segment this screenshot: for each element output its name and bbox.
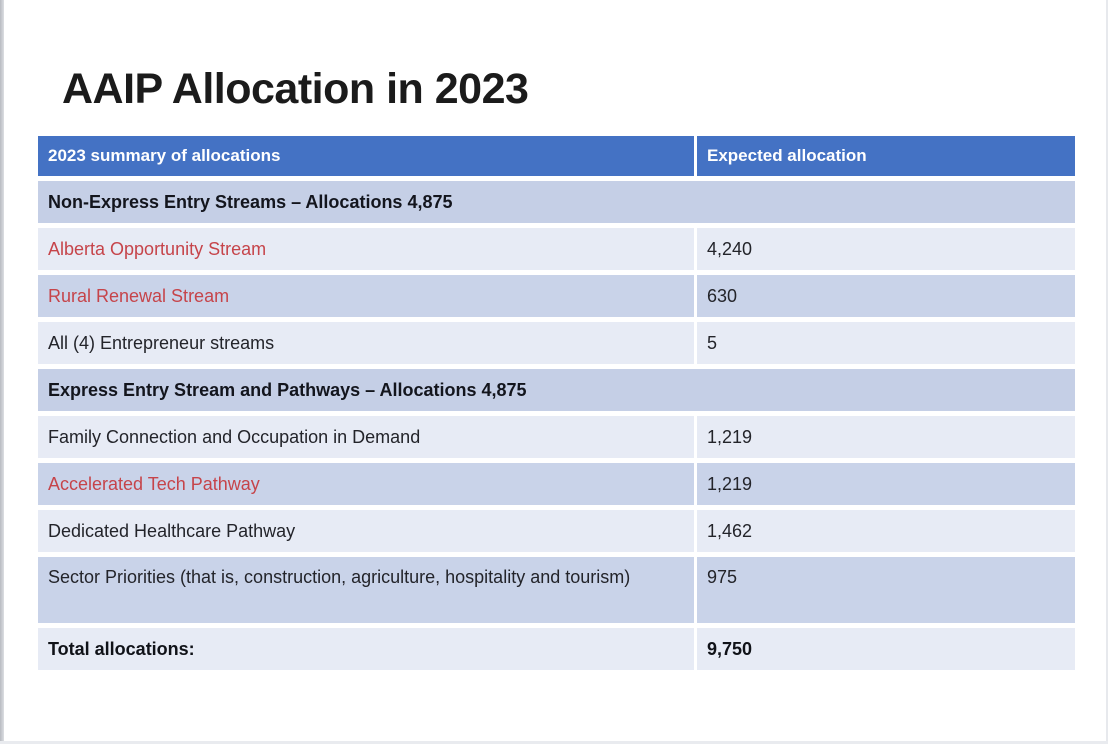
table-row-rural-renewal: Rural Renewal Stream 630 [38,275,1075,317]
section-label: Express Entry Stream and Pathways – Allo… [38,369,1075,411]
row-label: Family Connection and Occupation in Dema… [38,416,694,458]
table-row-alberta-opportunity: Alberta Opportunity Stream 4,240 [38,228,1075,270]
table-row-entrepreneur-streams: All (4) Entrepreneur streams 5 [38,322,1075,364]
slide-left-edge [0,0,4,744]
section-label: Non-Express Entry Streams – Allocations … [38,181,1075,223]
row-value: 1,219 [697,463,1075,505]
row-label: Accelerated Tech Pathway [38,463,694,505]
table-row-dedicated-healthcare: Dedicated Healthcare Pathway 1,462 [38,510,1075,552]
section-row-non-express: Non-Express Entry Streams – Allocations … [38,181,1075,223]
row-label: Rural Renewal Stream [38,275,694,317]
row-value: 5 [697,322,1075,364]
row-value: 630 [697,275,1075,317]
row-label: Total allocations: [38,628,694,670]
slide-bottom-edge [0,741,1108,744]
table-header-row: 2023 summary of allocations Expected all… [38,136,1075,176]
row-label: Sector Priorities (that is, construction… [38,557,694,623]
row-label: Dedicated Healthcare Pathway [38,510,694,552]
table-row-total-allocations: Total allocations: 9,750 [38,628,1075,670]
row-value: 1,462 [697,510,1075,552]
slide-right-edge [1106,0,1108,744]
row-value: 4,240 [697,228,1075,270]
column-header-summary: 2023 summary of allocations [38,136,694,176]
page-title: AAIP Allocation in 2023 [62,64,529,113]
allocation-table: 2023 summary of allocations Expected all… [38,136,1075,675]
row-value: 975 [697,557,1075,623]
column-header-expected-allocation: Expected allocation [697,136,1075,176]
row-value: 1,219 [697,416,1075,458]
table-row-accelerated-tech: Accelerated Tech Pathway 1,219 [38,463,1075,505]
table-row-family-connection: Family Connection and Occupation in Dema… [38,416,1075,458]
row-value: 9,750 [697,628,1075,670]
table-row-sector-priorities: Sector Priorities (that is, construction… [38,557,1075,623]
row-label: Alberta Opportunity Stream [38,228,694,270]
row-label: All (4) Entrepreneur streams [38,322,694,364]
section-row-express-entry: Express Entry Stream and Pathways – Allo… [38,369,1075,411]
